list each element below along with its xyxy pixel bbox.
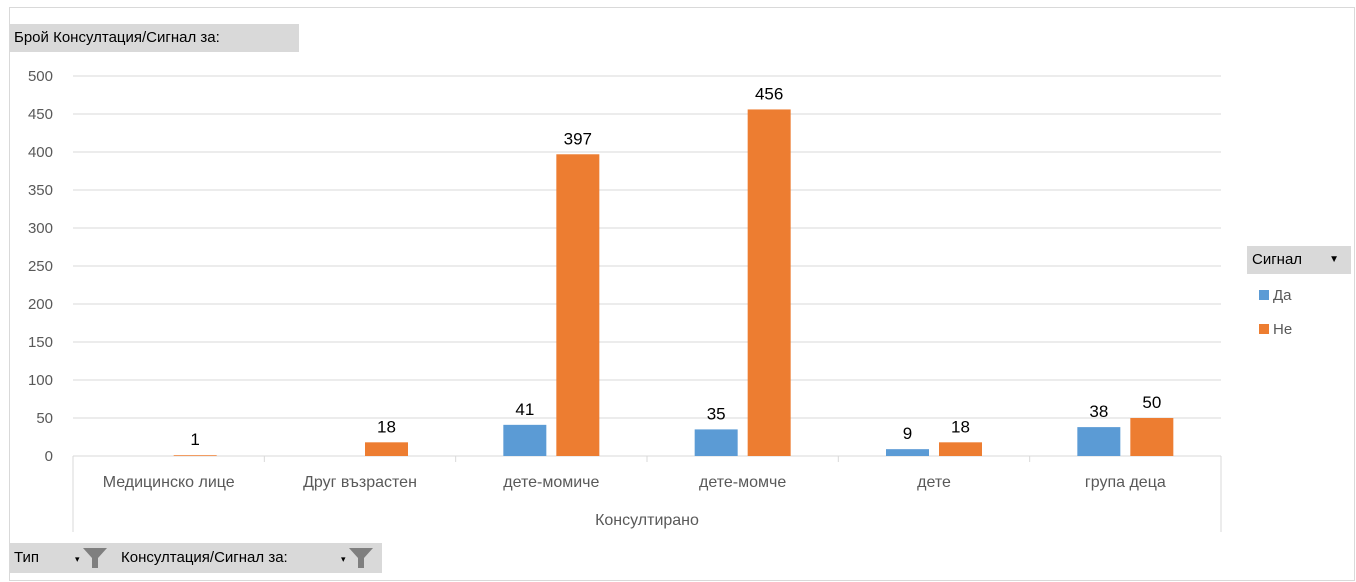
- y-tick-label: 350: [28, 182, 53, 199]
- y-tick-label: 0: [45, 448, 53, 465]
- filter-button-consultation[interactable]: Консултация/Сигнал за: ▾: [116, 543, 382, 573]
- chart-frame: [9, 7, 1355, 581]
- funnel-icon: [349, 548, 373, 568]
- data-label: 456: [755, 84, 783, 103]
- bar-ne[interactable]: [939, 442, 982, 456]
- legend-filter-button[interactable]: Сигнал ▼: [1247, 246, 1351, 274]
- bar-da[interactable]: [886, 449, 929, 456]
- data-label: 397: [564, 129, 592, 148]
- data-label: 18: [377, 417, 396, 436]
- funnel-icon: [83, 548, 107, 568]
- bar-ne[interactable]: [173, 455, 217, 456]
- y-tick-label: 100: [28, 372, 53, 389]
- y-tick-label: 450: [28, 106, 53, 123]
- value-field-label: Брой Консултация/Сигнал за:: [14, 29, 220, 46]
- data-label: 50: [1142, 393, 1161, 412]
- y-tick-label: 200: [28, 296, 53, 313]
- bar-ne[interactable]: [747, 109, 791, 456]
- legend-title: Сигнал: [1252, 251, 1303, 268]
- value-field-button[interactable]: Брой Консултация/Сигнал за:: [9, 24, 299, 52]
- filter-label-tip: Тип: [14, 549, 40, 566]
- bar-da[interactable]: [503, 424, 547, 456]
- axes: 050100150200250300350400450500Медицинско…: [28, 68, 1222, 532]
- legend-swatch-da: [1259, 290, 1269, 300]
- x-tick-label: Друг възрастен: [303, 474, 417, 491]
- data-label: 1: [190, 430, 199, 449]
- dropdown-arrow-icon: ▼: [1329, 254, 1339, 265]
- grid-lines: [73, 75, 1221, 419]
- x-tick-label: дете-момче: [699, 474, 786, 491]
- legend-label-ne: Не: [1273, 321, 1293, 338]
- x-tick-label: група деца: [1085, 474, 1166, 491]
- y-tick-label: 500: [28, 68, 53, 85]
- bar-ne[interactable]: [556, 154, 600, 456]
- x-tick-label: дете: [917, 474, 951, 491]
- y-tick-label: 50: [36, 410, 53, 427]
- bar-ne[interactable]: [1130, 418, 1174, 456]
- data-label: 9: [903, 424, 912, 443]
- y-tick-label: 250: [28, 258, 53, 275]
- bar-da[interactable]: [694, 429, 738, 456]
- y-tick-label: 300: [28, 220, 53, 237]
- y-tick-label: 150: [28, 334, 53, 351]
- bar-da[interactable]: [1077, 427, 1121, 456]
- legend-label-da: Да: [1273, 287, 1292, 304]
- data-labels: 41 35 9 38 1 18 397 456 18 50: [190, 84, 1161, 449]
- legend-item-da: Да: [1259, 287, 1292, 305]
- data-label: 41: [515, 400, 534, 419]
- x-axis-title: Консултирано: [595, 512, 699, 529]
- bar-ne[interactable]: [365, 442, 408, 456]
- filter-label-consultation: Консултация/Сигнал за:: [121, 549, 288, 566]
- dropdown-arrow-icon: ▾: [75, 554, 80, 564]
- y-tick-label: 400: [28, 144, 53, 161]
- data-label: 38: [1089, 402, 1108, 421]
- x-tick-label: Медицинско лице: [103, 474, 235, 491]
- bars: [173, 109, 1174, 456]
- filter-button-tip[interactable]: Тип ▾: [9, 543, 116, 573]
- legend-swatch-ne: [1259, 324, 1269, 334]
- x-tick-label: дете-момиче: [503, 474, 599, 491]
- legend-item-ne: Не: [1259, 321, 1292, 339]
- dropdown-arrow-icon: ▾: [341, 554, 346, 564]
- data-label: 35: [707, 404, 726, 423]
- data-label: 18: [951, 417, 970, 436]
